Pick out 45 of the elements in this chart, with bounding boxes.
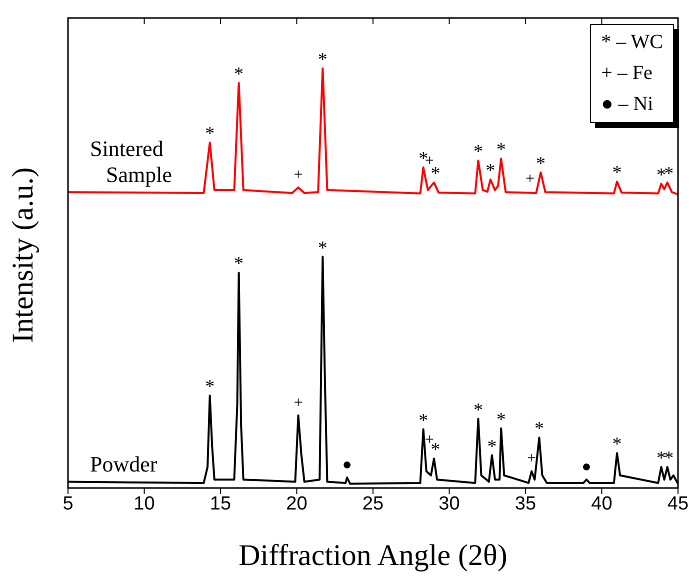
annotation: * (486, 160, 496, 182)
annotation: * (612, 434, 622, 456)
series-label: Powder (90, 452, 158, 477)
annotation: * (473, 142, 483, 163)
annotation: + – Fe (601, 61, 654, 86)
x-tick-label: 15 (210, 493, 232, 514)
y-axis-title: Intensity (a.u.) (6, 167, 40, 343)
x-tick-label: 10 (134, 493, 155, 514)
x-tick-label: 25 (362, 493, 384, 514)
x-tick-label: 45 (667, 493, 689, 514)
x-axis-title: Diffraction Angle (2θ) (238, 539, 508, 572)
annotation: ● – Ni (601, 92, 654, 117)
annotation: * (205, 376, 215, 398)
annotation: * (473, 400, 483, 421)
annotation: + (527, 450, 536, 468)
x-tick-label: 5 (62, 493, 74, 514)
annotation: * (536, 153, 546, 174)
annotation: ● (342, 456, 352, 474)
annotation: ● (582, 458, 592, 476)
annotation: * (430, 440, 440, 461)
annotation: * (664, 164, 674, 184)
annotation: * (418, 410, 428, 432)
annotation: * (318, 238, 328, 259)
annotation: + (294, 166, 303, 184)
annotation: + (294, 394, 303, 412)
annotation: * (318, 49, 328, 70)
annotation: * (534, 418, 544, 440)
annotation: * (496, 140, 506, 161)
annotation: * (234, 64, 244, 86)
x-tick-label: 40 (591, 493, 612, 514)
annotation: * (234, 254, 244, 275)
annotation: * (612, 162, 622, 184)
annotation: * (430, 164, 440, 184)
annotation: + (526, 170, 535, 188)
annotation: * (664, 448, 674, 470)
annotation: * (656, 448, 666, 470)
annotation: * (656, 164, 666, 186)
x-tick-label: 30 (438, 493, 460, 514)
annotation: * (487, 436, 497, 458)
x-tick-label: 20 (286, 493, 308, 514)
series-label: Sintered Sample (90, 136, 172, 188)
x-tick-label: 35 (514, 493, 536, 514)
annotation: * (418, 148, 428, 170)
annotation: * (496, 409, 506, 430)
annotation: * (205, 124, 215, 145)
